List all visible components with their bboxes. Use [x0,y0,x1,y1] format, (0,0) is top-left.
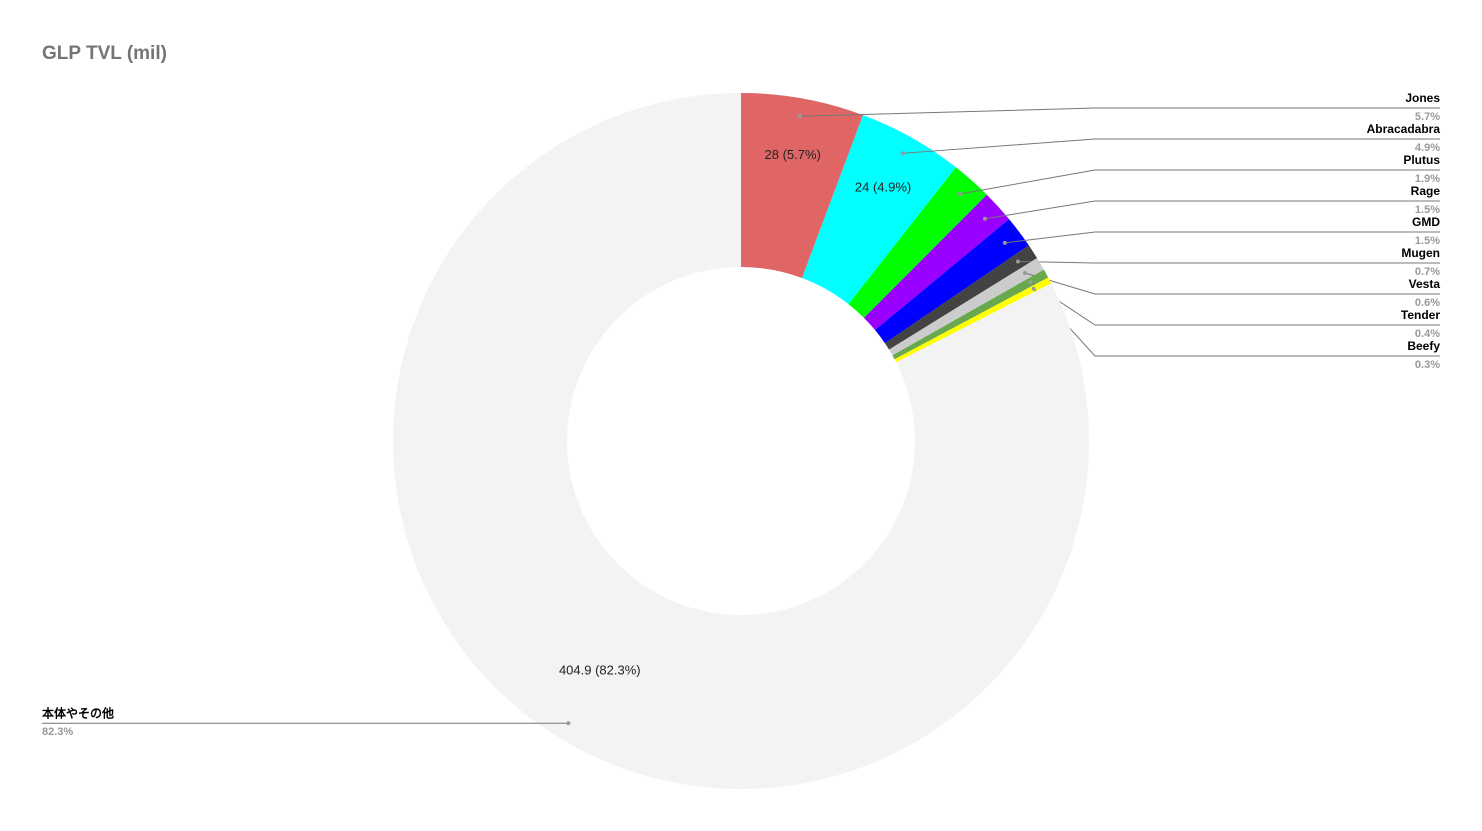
legend-percent: 82.3% [42,726,73,738]
leader-dot [1028,280,1033,285]
slice [892,269,1049,360]
leader-dot [566,721,571,726]
leader-line [959,169,1440,195]
leader-dot [982,216,987,221]
legend-name: Plutus [1403,153,1440,167]
legend-percent: 5.7% [1415,111,1440,123]
legend-name: Vesta [1409,277,1441,291]
slice [741,93,864,279]
legend-name: Jones [1405,91,1440,105]
legend-name: Rage [1411,184,1441,198]
slice-label: 404.9 (82.3%) [559,663,641,678]
legend-percent: 1.9% [1415,173,1440,185]
leader-line [1024,272,1440,295]
legend-name: Beefy [1407,339,1440,353]
slice [889,258,1044,356]
slice [802,115,956,305]
leader-line [799,107,1440,117]
leader-dot [1002,240,1007,245]
slice [875,219,1029,344]
legend-percent: 1.5% [1415,204,1440,216]
legend-percent: 1.5% [1415,235,1440,247]
chart-title: GLP TVL (mil) [42,43,167,64]
legend-name: GMD [1412,215,1440,229]
leader-dot [797,114,802,119]
slice-label: 24 (4.9%) [855,180,911,195]
legend-name: Mugen [1401,246,1440,260]
leader-dot [1015,259,1020,264]
leader-line [984,200,1440,220]
legend-percent: 4.9% [1415,142,1440,154]
legend-percent: 0.6% [1415,297,1440,309]
legend-name: Abracadabra [1367,122,1441,136]
leader-dot [1031,286,1036,291]
slice [393,93,1089,790]
slice [884,245,1038,350]
leader-line [1030,281,1440,326]
slice [848,167,987,318]
slice [894,277,1052,363]
slice-label: 28 (5.7%) [765,147,821,162]
leader-dot [900,151,905,156]
leader-dot [1023,271,1028,276]
leader-line [902,138,1440,154]
legend-name: 本体やその他 [42,705,114,720]
legend-percent: 0.4% [1415,328,1440,340]
legend-percent: 0.3% [1415,359,1440,371]
legend-name: Tender [1401,308,1440,322]
leader-line [1004,231,1440,244]
leader-line [1017,261,1440,264]
slice [863,194,1010,331]
leader-dot [957,192,962,197]
legend-percent: 0.7% [1415,266,1440,278]
leader-line [1033,288,1440,357]
